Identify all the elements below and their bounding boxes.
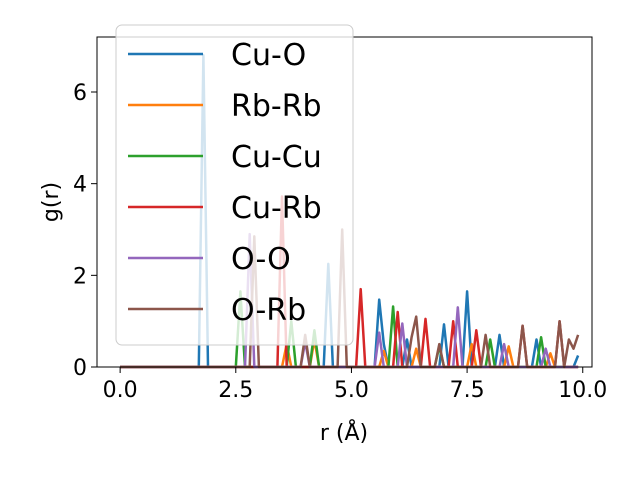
y-axis: 0 2 4 6 bbox=[73, 81, 97, 381]
x-tick-label: 7.5 bbox=[450, 378, 485, 403]
legend-label: Rb-Rb bbox=[231, 89, 322, 124]
x-tick-label: 0.0 bbox=[103, 378, 138, 403]
x-tick-label: 5.0 bbox=[334, 378, 369, 403]
y-tick-label: 4 bbox=[73, 173, 87, 198]
legend-label: O-O bbox=[231, 242, 291, 277]
legend-label: Cu-Rb bbox=[231, 191, 322, 226]
y-axis-label: g(r) bbox=[39, 182, 64, 222]
legend: Cu-O Rb-Rb Cu-Cu Cu-Rb O-O O-Rb bbox=[115, 24, 354, 346]
y-tick-label: 6 bbox=[73, 81, 87, 106]
x-axis-label: r (Å) bbox=[320, 419, 368, 446]
x-tick-label: 2.5 bbox=[218, 378, 253, 403]
y-tick-label: 0 bbox=[73, 356, 87, 381]
x-tick-label: 10.0 bbox=[558, 378, 607, 403]
legend-label: Cu-O bbox=[231, 38, 306, 73]
legend-label: O-Rb bbox=[231, 293, 306, 328]
legend-label: Cu-Cu bbox=[231, 140, 322, 175]
y-tick-label: 2 bbox=[73, 264, 87, 289]
x-axis: 0.0 2.5 5.0 7.5 10.0 bbox=[103, 367, 607, 403]
